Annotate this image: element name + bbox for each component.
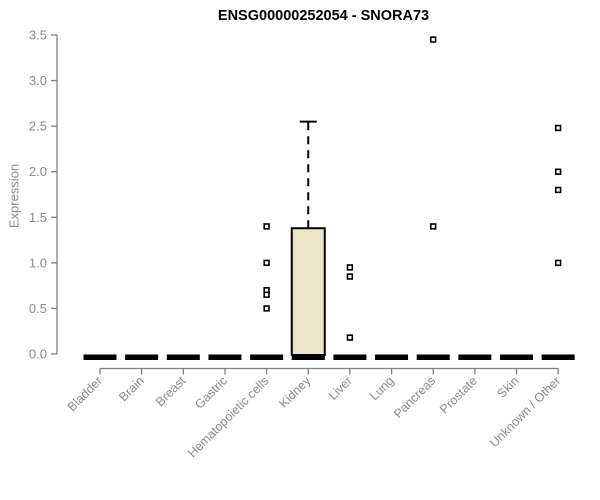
x-tick-label: Lung	[367, 374, 397, 404]
median-line	[458, 354, 492, 360]
y-tick-label: 1.0	[29, 255, 47, 270]
median-line	[333, 354, 367, 360]
x-tick-label: Kidney	[276, 373, 313, 410]
x-tick-label: Unknown / Other	[487, 374, 563, 450]
y-tick-label: 2.5	[29, 119, 47, 134]
y-tick-label: 0.0	[29, 347, 47, 362]
outlier-point	[263, 259, 270, 267]
outlier-point	[429, 223, 437, 230]
x-tick-label: Skin	[495, 374, 522, 401]
outlier-point	[346, 264, 354, 271]
x-tick-label: Gastric	[192, 374, 230, 412]
x-tick-label: Liver	[326, 374, 355, 403]
median-line	[291, 354, 325, 360]
x-tick-label: Bladder	[65, 374, 105, 414]
median-line	[250, 354, 284, 360]
outlier-point	[554, 186, 562, 194]
y-tick-label: 2.0	[29, 164, 47, 179]
median-line	[416, 354, 450, 360]
median-line	[208, 354, 242, 360]
median-line	[541, 354, 575, 360]
median-line	[125, 354, 159, 360]
x-tick-label: Pancreas	[391, 374, 438, 421]
x-tick-label: Prostate	[437, 374, 480, 417]
outlier-point	[554, 168, 562, 175]
outlier-point	[554, 124, 562, 132]
x-tick-label: Breast	[153, 373, 189, 409]
box	[290, 227, 326, 356]
median-line	[166, 354, 200, 360]
outlier-point	[263, 305, 270, 312]
outlier-point	[554, 259, 562, 267]
chart-title: ENSG00000252054 - SNORA73	[217, 8, 430, 24]
outlier-point	[346, 334, 354, 341]
x-tick-label: Hematopoietic cells	[185, 374, 272, 461]
outlier-point	[346, 273, 354, 280]
y-tick-label: 3.0	[29, 73, 47, 88]
x-tick-label: Brain	[116, 374, 147, 405]
median-line	[375, 354, 409, 360]
y-tick-label: 1.5	[29, 210, 47, 225]
median-line	[500, 354, 533, 360]
y-tick-label: 0.5	[29, 301, 47, 316]
outlier-point	[263, 291, 270, 298]
outlier-point	[263, 223, 270, 230]
y-tick-label: 3.5	[29, 28, 47, 43]
outlier-point	[429, 36, 437, 43]
median-line	[83, 354, 117, 360]
